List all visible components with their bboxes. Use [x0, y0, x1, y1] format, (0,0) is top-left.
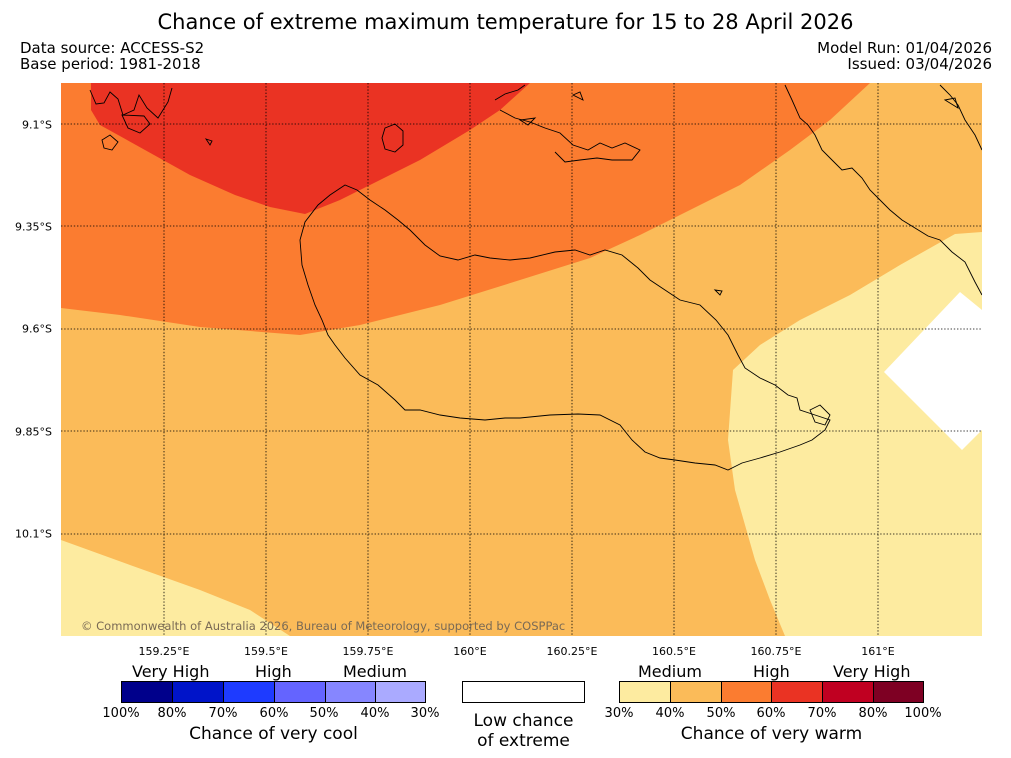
warm-swatch [822, 681, 874, 703]
cool-tick: 70% [208, 706, 238, 721]
data-source: Data source: ACCESS-S2 [20, 39, 205, 57]
cool-group-label: Medium [343, 662, 407, 681]
cool-swatch [172, 681, 224, 703]
cool-swatch [274, 681, 326, 703]
lat-label: 9.85°S [15, 425, 52, 439]
cool-tick: 40% [360, 706, 390, 721]
zone-70-80 [91, 83, 530, 214]
warm-caption: Chance of very warm [680, 724, 863, 744]
lon-label: 160.5°E [652, 645, 696, 658]
lon-label: 160.25°E [546, 645, 598, 658]
warm-tick: 30% [604, 706, 634, 721]
lon-label: 160.75°E [750, 645, 802, 658]
lat-label: 10.1°S [15, 527, 52, 541]
lat-label: 9.1°S [22, 118, 52, 132]
warm-swatch [670, 681, 722, 703]
issued-date: Issued: 03/04/2026 [847, 55, 992, 73]
zone-40-50-southwest [61, 540, 290, 636]
lon-label: 161°E [861, 645, 895, 658]
warm-swatch [771, 681, 823, 703]
warm-swatch [873, 681, 924, 703]
cool-tick: 30% [410, 706, 440, 721]
low-chance-swatch [462, 681, 585, 703]
coastlines [89, 84, 982, 471]
warm-swatch [721, 681, 772, 703]
cool-swatch [325, 681, 376, 703]
lon-label: 159.5°E [244, 645, 288, 658]
cool-tick: 100% [102, 706, 140, 721]
lat-label: 9.6°S [22, 322, 52, 336]
cool-swatch [223, 681, 275, 703]
cool-swatch [375, 681, 426, 703]
cool-tick: 60% [259, 706, 289, 721]
zone-low-chance [884, 292, 982, 450]
warm-tick: 40% [655, 706, 685, 721]
cool-tick: 80% [157, 706, 187, 721]
lat-label: 9.35°S [15, 220, 52, 234]
warm-group-label: Medium [638, 662, 702, 681]
warm-group-label: High [753, 662, 790, 681]
cool-tick: 50% [309, 706, 339, 721]
warm-tick: 70% [807, 706, 837, 721]
warm-tick: 50% [706, 706, 736, 721]
warm-swatch [619, 681, 671, 703]
lon-label: 159.75°E [342, 645, 394, 658]
cool-group-label: High [255, 662, 292, 681]
zone-40-50-east [728, 232, 982, 636]
warm-tick: 60% [756, 706, 786, 721]
lon-label: 160°E [453, 645, 487, 658]
graticule [61, 83, 982, 636]
lon-label: 159.25°E [138, 645, 190, 658]
low-chance-caption-line2: of extreme [477, 731, 570, 751]
cool-group-label: Very High [132, 662, 210, 681]
warm-tick: 80% [858, 706, 888, 721]
cool-swatch [121, 681, 173, 703]
cool-caption: Chance of very cool [189, 724, 358, 744]
model-run: Model Run: 01/04/2026 [817, 39, 992, 57]
warm-tick: 100% [904, 706, 942, 721]
low-chance-caption-line1: Low chance [473, 711, 574, 731]
warm-group-label: Very High [833, 662, 911, 681]
base-period: Base period: 1981-2018 [20, 55, 201, 73]
copyright-notice: © Commonwealth of Australia 2026, Bureau… [81, 619, 566, 633]
page-title: Chance of extreme maximum temperature fo… [157, 10, 854, 34]
